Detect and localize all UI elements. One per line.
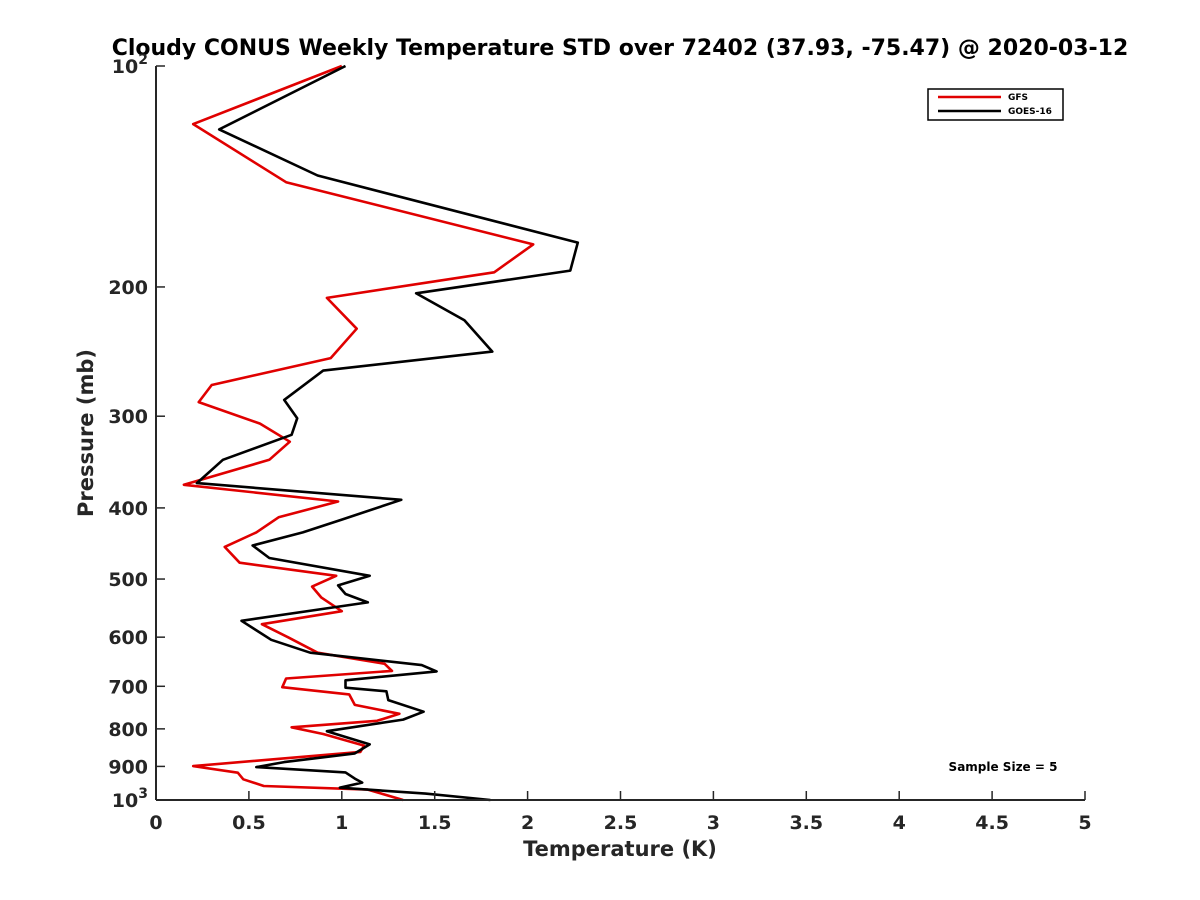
x-tick-label: 1.5 bbox=[418, 812, 452, 834]
series-line-gfs bbox=[182, 64, 535, 802]
y-tick-label: 800 bbox=[108, 719, 148, 741]
x-tick-label: 0 bbox=[149, 812, 162, 834]
y-tick-label: 700 bbox=[108, 676, 148, 698]
x-tick-label: 4.5 bbox=[975, 812, 1009, 834]
y-tick-label: 300 bbox=[108, 406, 148, 428]
x-tick-label: 5 bbox=[1078, 812, 1091, 834]
y-tick-label: 103 bbox=[112, 786, 148, 812]
legend-label-goes16: GOES-16 bbox=[1008, 107, 1052, 117]
x-axis-label: Temperature (K) bbox=[523, 837, 717, 861]
x-tick-label: 3 bbox=[707, 812, 720, 834]
x-tick-label: 0.5 bbox=[232, 812, 266, 834]
legend-box bbox=[927, 88, 1064, 121]
x-tick-label: 3.5 bbox=[789, 812, 823, 834]
series-line-goes16 bbox=[195, 64, 580, 802]
x-tick-label: 2.5 bbox=[604, 812, 638, 834]
x-tick-label: 1 bbox=[335, 812, 348, 834]
sample-size-annotation: Sample Size = 5 bbox=[949, 760, 1058, 774]
x-axis-ticks: 0 0.5 1 1.5 2 2.5 3 3.5 4 4.5 5 bbox=[149, 791, 1092, 834]
x-tick-label: 2 bbox=[521, 812, 534, 834]
y-tick-label: 200 bbox=[108, 277, 148, 299]
y-tick-label: 500 bbox=[108, 569, 148, 591]
legend-label-gfs: GFS bbox=[1008, 93, 1028, 103]
y-tick-label: 400 bbox=[108, 498, 148, 520]
legend: GFS GOES-16 bbox=[927, 88, 1064, 121]
chart-title: Cloudy CONUS Weekly Temperature STD over… bbox=[112, 36, 1129, 61]
y-tick-label: 600 bbox=[108, 627, 148, 649]
y-tick-label: 900 bbox=[108, 756, 148, 778]
series-layer bbox=[182, 64, 580, 802]
x-tick-label: 4 bbox=[893, 812, 906, 834]
y-axis-ticks: 102 200 300 400 500 600 700 800 900 103 bbox=[108, 52, 165, 812]
y-tick-label: 102 bbox=[112, 52, 148, 78]
y-axis-label: Pressure (mb) bbox=[74, 349, 98, 517]
